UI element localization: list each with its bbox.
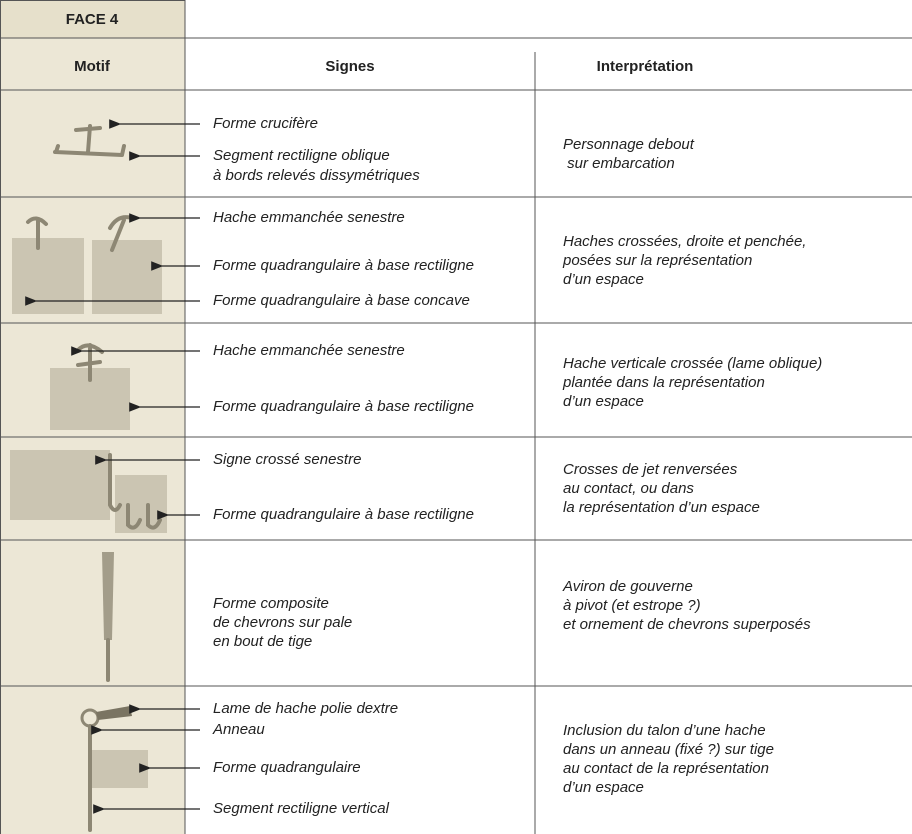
interpretation-text: d’un espace	[563, 779, 644, 796]
arrows	[25, 119, 200, 814]
sign-text: de chevrons sur pale	[213, 614, 352, 631]
page-title: FACE 4	[66, 11, 119, 28]
sign-text: Forme composite	[213, 595, 329, 612]
sign-text: à bords relevés dissymétriques	[213, 167, 420, 184]
sign-text: Forme quadrangulaire à base rectiligne	[213, 506, 474, 523]
interpretation-text: posées sur la représentation	[562, 252, 752, 269]
sign-text: en bout de tige	[213, 633, 312, 650]
sign-text: Segment rectiligne vertical	[213, 800, 390, 817]
sign-text: Anneau	[212, 721, 265, 738]
interpretation-text: Crosses de jet renversées	[563, 461, 738, 478]
interpretation-text: d’un espace	[563, 271, 644, 288]
sign-text: Forme crucifère	[213, 115, 318, 132]
interpretation-text: Aviron de gouverne	[562, 578, 693, 595]
sign-text: Forme quadrangulaire à base rectiligne	[213, 257, 474, 274]
sign-text: Hache emmanchée senestre	[213, 342, 405, 359]
interpretation-text: Inclusion du talon d’une hache	[563, 722, 766, 739]
sign-text: Signe crossé senestre	[213, 451, 361, 468]
interpretation-text: Haches crossées, droite et penchée,	[563, 233, 806, 250]
interpretation-text: au contact, ou dans	[563, 480, 694, 497]
sign-text: Forme quadrangulaire à base concave	[213, 292, 470, 309]
interpretation-text: plantée dans la représentation	[562, 374, 765, 391]
sign-text: Segment rectiligne oblique	[213, 147, 390, 164]
column-header: Signes	[325, 58, 374, 75]
sign-text: Lame de hache polie dextre	[213, 700, 398, 717]
title-cell	[0, 0, 185, 38]
column-header: Interprétation	[597, 58, 694, 75]
interpretation-text: à pivot (et estrope ?)	[563, 597, 701, 614]
interpretation-text: Hache verticale crossée (lame oblique)	[563, 355, 822, 372]
motif-column	[0, 38, 185, 834]
interpretation-text: d’un espace	[563, 393, 644, 410]
sign-text: Hache emmanchée senestre	[213, 209, 405, 226]
sign-text: Forme quadrangulaire	[213, 759, 361, 776]
interpretation-text: et ornement de chevrons superposés	[563, 616, 811, 633]
interpretation-text: au contact de la représentation	[563, 760, 769, 777]
sign-text: Forme quadrangulaire à base rectiligne	[213, 398, 474, 415]
column-header: Motif	[74, 58, 111, 75]
interpretation-text: Personnage debout	[563, 136, 695, 153]
interpretation-text: sur embarcation	[563, 155, 675, 172]
interpretation-text: la représentation d’un espace	[563, 499, 760, 516]
interpretation-text: dans un anneau (fixé ?) sur tige	[563, 741, 774, 758]
